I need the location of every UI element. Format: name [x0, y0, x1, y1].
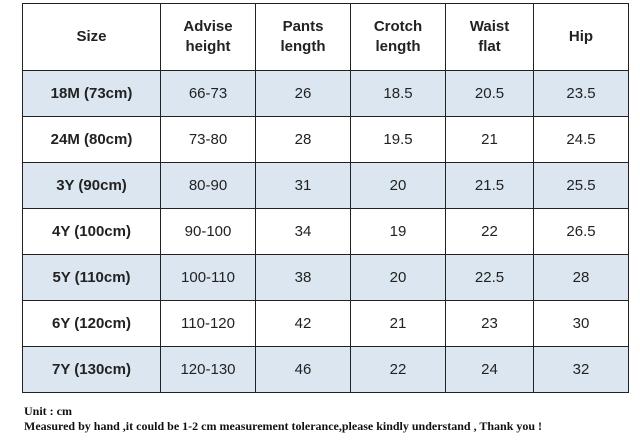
- size-table: Size Advise height Pants length Crotch leng…: [22, 3, 629, 393]
- value-cell: 20.5: [445, 70, 534, 117]
- value-cell: 21.5: [445, 162, 534, 209]
- value-cell: 42: [255, 300, 351, 347]
- notes: Unit : cm Measured by hand ,it could be 1…: [24, 404, 542, 434]
- size-cell: 3Y (90cm): [22, 162, 161, 209]
- value-cell: 21: [350, 300, 446, 347]
- table-body: 18M (73cm) 66-73 26 18.5 20.5 23.5 24M (80cm) 7…: [22, 70, 629, 393]
- value-cell: 46: [255, 346, 351, 393]
- value-cell: 38: [255, 254, 351, 301]
- value-cell: 90-100: [160, 208, 256, 255]
- table-row: 6Y (120cm) 110-120 42 21 23 30: [22, 300, 629, 347]
- value-cell: 26: [255, 70, 351, 117]
- header-cell: Size: [22, 3, 161, 71]
- value-cell: 31: [255, 162, 351, 209]
- value-cell: 22.5: [445, 254, 534, 301]
- value-cell: 20: [350, 162, 446, 209]
- header-cell: Waist flat: [445, 3, 534, 71]
- value-cell: 28: [533, 254, 629, 301]
- value-cell: 80-90: [160, 162, 256, 209]
- value-cell: 30: [533, 300, 629, 347]
- value-cell: 100-110: [160, 254, 256, 301]
- value-cell: 22: [350, 346, 446, 393]
- value-cell: 24: [445, 346, 534, 393]
- value-cell: 24.5: [533, 116, 629, 163]
- size-cell: 4Y (100cm): [22, 208, 161, 255]
- table-row: 7Y (130cm) 120-130 46 22 24 32: [22, 346, 629, 393]
- value-cell: 32: [533, 346, 629, 393]
- table-row: 5Y (110cm) 100-110 38 20 22.5 28: [22, 254, 629, 301]
- value-cell: 22: [445, 208, 534, 255]
- table-row: 18M (73cm) 66-73 26 18.5 20.5 23.5: [22, 70, 629, 117]
- table-row: 4Y (100cm) 90-100 34 19 22 26.5: [22, 208, 629, 255]
- header-cell: Pants length: [255, 3, 351, 71]
- header-row: Size Advise height Pants length Crotch leng…: [22, 3, 629, 71]
- value-cell: 73-80: [160, 116, 256, 163]
- value-cell: 23: [445, 300, 534, 347]
- value-cell: 34: [255, 208, 351, 255]
- table-row: 3Y (90cm) 80-90 31 20 21.5 25.5: [22, 162, 629, 209]
- header-cell: Crotch length: [350, 3, 446, 71]
- size-cell: 6Y (120cm): [22, 300, 161, 347]
- value-cell: 26.5: [533, 208, 629, 255]
- value-cell: 110-120: [160, 300, 256, 347]
- value-cell: 28: [255, 116, 351, 163]
- value-cell: 120-130: [160, 346, 256, 393]
- note-line: Measured by hand ,it could be 1-2 cm mea…: [24, 419, 543, 433]
- size-cell: 7Y (130cm): [22, 346, 161, 393]
- value-cell: 21: [445, 116, 534, 163]
- size-cell: 18M (73cm): [22, 70, 161, 117]
- header-cell: Hip: [533, 3, 629, 71]
- value-cell: 20: [350, 254, 446, 301]
- value-cell: 19: [350, 208, 446, 255]
- value-cell: 25.5: [533, 162, 629, 209]
- table-row: 24M (80cm) 73-80 28 19.5 21 24.5: [22, 116, 629, 163]
- table-header: Size Advise height Pants length Crotch leng…: [22, 3, 629, 71]
- header-cell: Advise height: [160, 3, 256, 71]
- value-cell: 66-73: [160, 70, 256, 117]
- value-cell: 23.5: [533, 70, 629, 117]
- value-cell: 19.5: [350, 116, 446, 163]
- size-cell: 24M (80cm): [22, 116, 161, 163]
- value-cell: 18.5: [350, 70, 446, 117]
- note-line: Unit : cm: [24, 404, 72, 418]
- size-cell: 5Y (110cm): [22, 254, 161, 301]
